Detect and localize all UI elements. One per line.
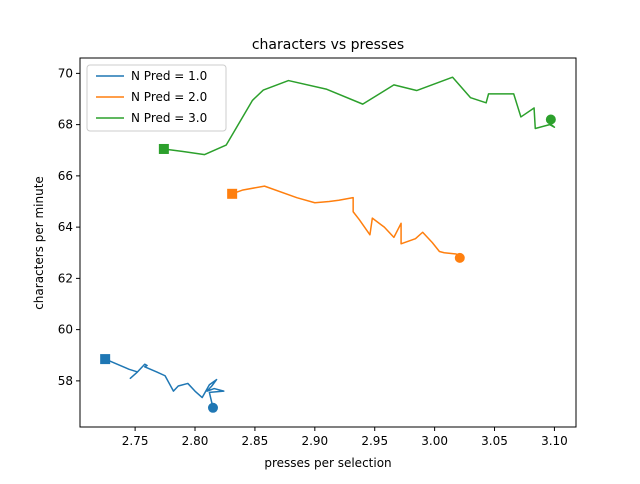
legend-label-2: N Pred = 2.0 [131, 90, 207, 104]
legend: N Pred = 1.0 N Pred = 2.0 N Pred = 3.0 [86, 64, 227, 132]
series-line-3 [163, 76, 556, 156]
x-tick-label: 3.00 [421, 434, 448, 448]
x-tick-label: 2.90 [301, 434, 328, 448]
y-axis-label: characters per minute [32, 176, 46, 310]
series-2-start-marker [227, 188, 238, 199]
axes-frame [79, 57, 577, 428]
plot-area [100, 76, 556, 413]
y-tick-label: 58 [58, 374, 73, 388]
series-1-start-marker [100, 354, 111, 365]
series-3-start-marker [158, 143, 169, 154]
series-2-end-marker [454, 252, 465, 263]
x-tick-label: 3.05 [481, 434, 508, 448]
y-tick-label: 62 [58, 271, 73, 285]
x-axis-label: presses per selection [264, 456, 391, 470]
x-tick-label: 2.95 [361, 434, 388, 448]
chart-title: characters vs presses [252, 37, 404, 53]
x-tick-label: 2.75 [122, 434, 149, 448]
y-tick-label: 68 [58, 118, 73, 132]
y-tick-label: 64 [58, 220, 73, 234]
series-line-1 [104, 358, 225, 408]
series-line-2 [231, 185, 461, 259]
y-tick-label: 60 [58, 323, 73, 337]
y-axis: 58 60 62 64 66 68 70 [58, 66, 80, 388]
series-1-end-marker [207, 402, 218, 413]
legend-box [86, 64, 227, 132]
x-axis: 2.75 2.80 2.85 2.90 2.95 3.00 3.05 3.10 [122, 427, 568, 448]
legend-label-1: N Pred = 1.0 [131, 69, 207, 83]
x-tick-label: 3.10 [541, 434, 568, 448]
x-tick-label: 2.85 [242, 434, 269, 448]
legend-label-3: N Pred = 3.0 [131, 111, 207, 125]
y-tick-label: 66 [58, 169, 73, 183]
x-tick-label: 2.80 [182, 434, 209, 448]
y-tick-label: 70 [58, 66, 73, 80]
series-3-end-marker [545, 114, 556, 125]
